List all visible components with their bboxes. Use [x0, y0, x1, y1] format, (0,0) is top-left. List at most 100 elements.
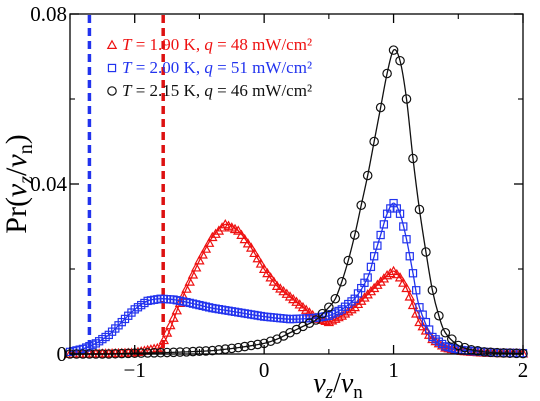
data-point [242, 238, 254, 248]
data-point [236, 229, 247, 239]
data-point [388, 45, 399, 55]
data-point [363, 273, 372, 282]
data-point [408, 269, 418, 278]
data-point [136, 348, 146, 358]
data-point [485, 347, 496, 358]
data-point [149, 348, 159, 358]
legend-marker-triangle [106, 39, 118, 49]
data-point [226, 343, 237, 354]
data-point [414, 316, 425, 327]
data-point [343, 255, 354, 266]
data-point [249, 247, 260, 258]
data-point [399, 222, 408, 231]
series-line-triangle [69, 223, 524, 355]
data-point [233, 225, 244, 235]
y-tick-label: 0 [57, 342, 68, 366]
data-point [405, 252, 414, 261]
data-point [434, 310, 444, 321]
series-line-square [69, 202, 524, 354]
data-point [311, 315, 321, 325]
data-point [165, 319, 176, 330]
data-point [246, 340, 256, 351]
data-point [152, 342, 163, 353]
data-point [168, 347, 179, 358]
data-point [373, 241, 382, 250]
data-point [362, 170, 373, 181]
data-point [376, 230, 385, 240]
data-point [412, 286, 421, 295]
data-point [161, 327, 173, 337]
x-tick-label: 0 [259, 358, 270, 382]
data-point [369, 252, 379, 261]
data-point [201, 346, 211, 356]
data-point [194, 255, 205, 265]
legend-entry: T = 2.00 K, q = 51 mW/cm² [122, 58, 312, 77]
series-square [65, 198, 528, 358]
data-point [408, 153, 418, 164]
data-point [394, 272, 406, 282]
series-triangle [64, 218, 529, 358]
data-point [324, 302, 334, 313]
data-point [398, 277, 409, 287]
data-point [395, 55, 405, 66]
data-point [366, 262, 376, 272]
x-axis-label: vz/vn [313, 368, 363, 401]
data-point [174, 297, 186, 307]
data-point [407, 299, 419, 310]
y-tick-label: 0.04 [30, 172, 67, 196]
data-point [414, 204, 425, 215]
data-point [404, 291, 415, 301]
legend-entry: T = 1.90 K, q = 48 mW/cm² [122, 35, 312, 54]
data-point [158, 334, 170, 345]
data-point [181, 283, 192, 293]
data-point [245, 242, 257, 252]
data-point [505, 348, 515, 358]
data-point [401, 282, 412, 293]
data-point [239, 233, 250, 244]
legend-marker-circle [107, 86, 117, 96]
data-point [472, 346, 483, 356]
data-point [492, 347, 502, 358]
data-point [440, 327, 451, 338]
data-point [142, 348, 153, 358]
data-point [447, 334, 457, 344]
data-point [203, 237, 215, 247]
data-point [200, 243, 212, 253]
data-point [459, 342, 470, 353]
data-point [349, 230, 360, 240]
data-point [175, 347, 185, 357]
data-point [181, 347, 192, 357]
x-tick-label: −1 [124, 358, 146, 382]
tick-layer: −1 0 1 2 0 0.04 0.08 [30, 2, 528, 382]
data-point [411, 308, 422, 318]
y-tick-label: 0.08 [30, 2, 67, 26]
data-point [207, 345, 218, 356]
data-point [336, 276, 347, 287]
data-point [346, 303, 357, 314]
data-point [388, 265, 399, 276]
data-point [155, 347, 166, 358]
data-point [162, 347, 172, 358]
data-point [194, 346, 205, 357]
data-point [262, 267, 273, 278]
data-point [379, 220, 389, 229]
data-point [498, 348, 509, 358]
data-point [421, 247, 431, 257]
data-point [255, 258, 267, 268]
data-point [356, 200, 367, 211]
data-point [184, 276, 195, 286]
data-point [375, 102, 386, 113]
data-point [317, 308, 328, 319]
legend: T = 1.90 K, q = 48 mW/cm² T = 2.00 K, q =… [106, 35, 312, 100]
legend-marker-square [107, 63, 117, 73]
data-point [401, 94, 412, 104]
data-point [252, 339, 263, 350]
data-point [197, 249, 208, 259]
data-point [233, 342, 244, 353]
data-point [258, 263, 270, 273]
data-point [330, 293, 341, 304]
data-point [265, 336, 276, 347]
data-point [268, 276, 280, 286]
data-point [382, 68, 392, 79]
